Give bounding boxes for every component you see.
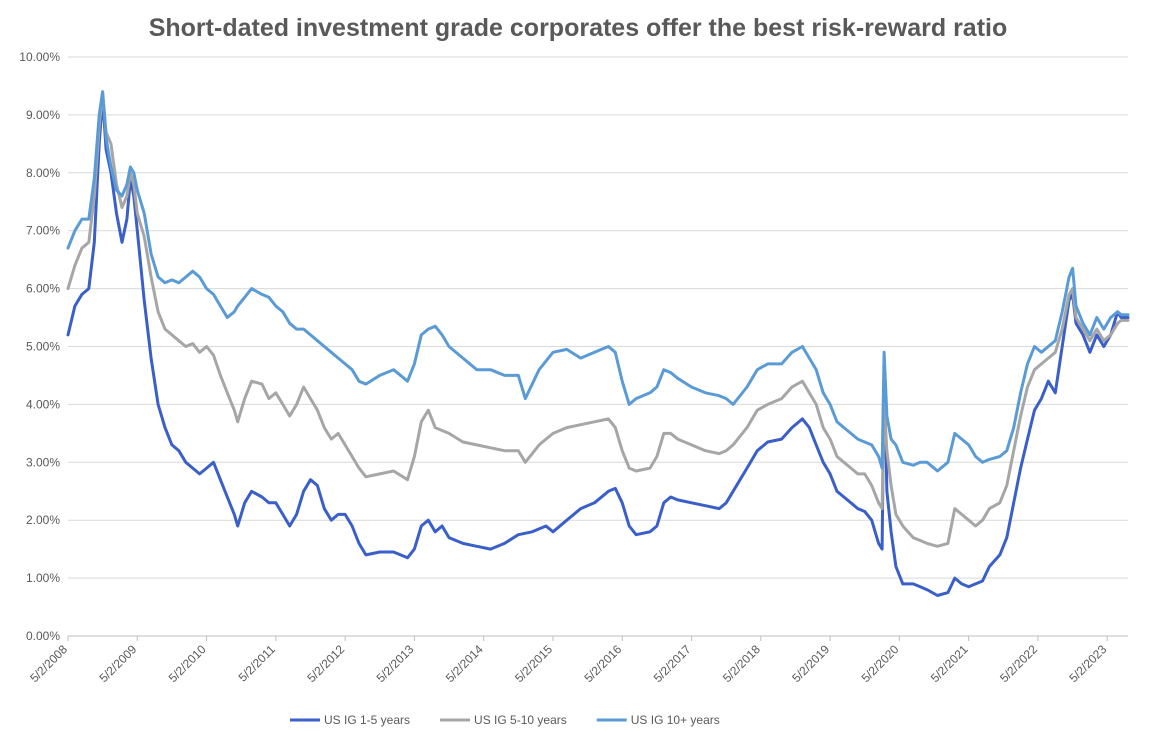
x-tick-label: 5/2/2021 xyxy=(928,642,971,685)
x-tick-label: 5/2/2008 xyxy=(27,642,70,685)
legend-label-3: US IG 10+ years xyxy=(631,713,720,727)
y-tick-label: 8.00% xyxy=(26,166,60,180)
y-axis: 0.00% 1.00% 2.00% 3.00% 4.00% 5.00% 6.00% 7.00%… xyxy=(19,50,60,643)
series-line-1 xyxy=(66,96,1130,597)
y-tick-label: 5.00% xyxy=(26,340,60,354)
x-tick-label: 5/2/2017 xyxy=(651,642,694,685)
y-tick-label: 6.00% xyxy=(26,282,60,296)
y-tick-label: 1.00% xyxy=(26,571,60,585)
y-tick-label: 10.00% xyxy=(19,50,60,64)
x-tick-label: 5/2/2016 xyxy=(581,642,624,685)
y-tick-label: 9.00% xyxy=(26,108,60,122)
legend: US IG 1-5 years US IG 5-10 years US IG 10+… xyxy=(290,713,720,727)
legend-label-1: US IG 1-5 years xyxy=(324,713,410,727)
gridlines xyxy=(68,56,1128,637)
y-tick-label: 2.00% xyxy=(26,513,60,527)
y-tick-label: 7.00% xyxy=(26,224,60,238)
x-tick-label: 5/2/2009 xyxy=(96,642,139,685)
y-tick-label: 4.00% xyxy=(26,397,60,411)
x-tick-label: 5/2/2013 xyxy=(374,642,417,685)
x-axis: 5/2/2008 5/2/2009 5/2/2010 5/2/2011 5/2/2012… xyxy=(27,636,1110,685)
legend-label-2: US IG 5-10 years xyxy=(474,713,567,727)
series-line-3 xyxy=(66,90,1130,473)
x-tick-label: 5/2/2010 xyxy=(166,642,209,685)
x-tick-label: 5/2/2015 xyxy=(512,642,555,685)
x-tick-label: 5/2/2019 xyxy=(789,642,832,685)
y-tick-label: 0.00% xyxy=(26,629,60,643)
x-tick-label: 5/2/2018 xyxy=(720,642,763,685)
series-line-2 xyxy=(66,90,1130,548)
x-tick-label: 5/2/2020 xyxy=(859,642,902,685)
chart-title: Short-dated investment grade corporates … xyxy=(148,14,1008,42)
x-tick-label: 5/2/2011 xyxy=(236,642,279,685)
x-tick-label: 5/2/2023 xyxy=(1066,642,1109,685)
x-tick-label: 5/2/2012 xyxy=(304,642,347,685)
x-tick-label: 5/2/2014 xyxy=(443,642,486,685)
y-tick-label: 3.00% xyxy=(26,455,60,469)
series-lines xyxy=(66,90,1130,597)
x-tick-label: 5/2/2022 xyxy=(997,642,1040,685)
